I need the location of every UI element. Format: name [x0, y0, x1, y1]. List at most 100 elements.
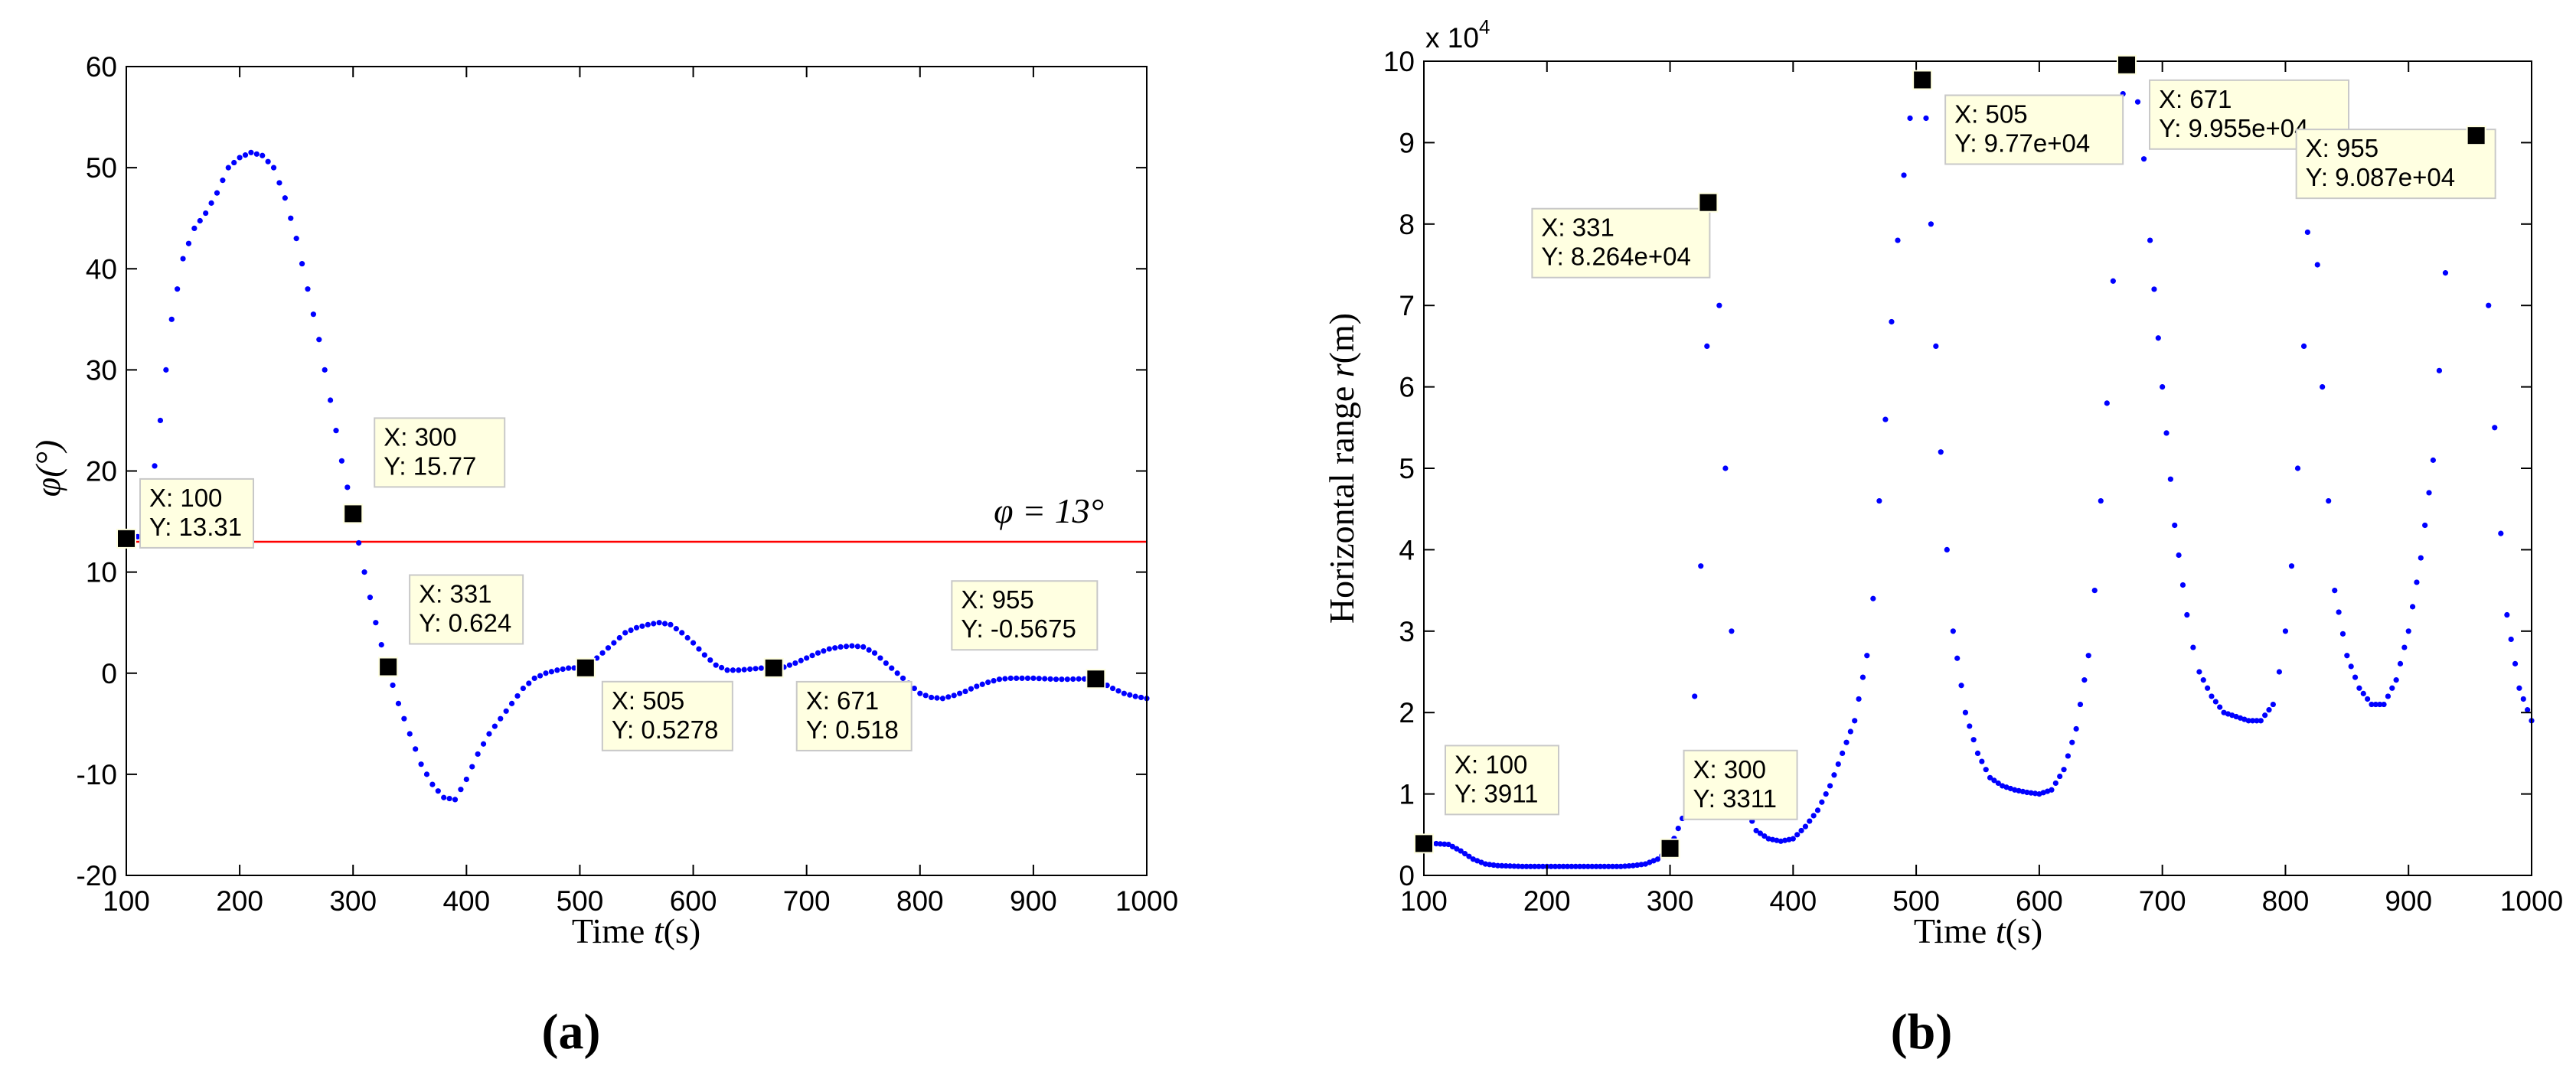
- data-point: [2104, 400, 2110, 406]
- data-point: [899, 675, 906, 681]
- data-point: [152, 463, 158, 469]
- data-point: [804, 655, 810, 661]
- data-point: [2098, 497, 2104, 504]
- data-point: [1577, 863, 1583, 869]
- data-point: [463, 776, 469, 783]
- data-point: [2356, 685, 2362, 691]
- data-point: [338, 458, 345, 464]
- x-tick-label: 300: [1647, 885, 1694, 917]
- data-point: [2348, 663, 2354, 670]
- datatip-text: X: 300: [384, 422, 456, 451]
- data-point: [1053, 676, 1059, 683]
- data-point: [917, 690, 923, 696]
- chart-b-panel-label: (b): [1891, 1004, 1953, 1060]
- data-point: [1132, 693, 1138, 699]
- x-tick-label: 200: [1523, 885, 1571, 917]
- data-point: [2028, 790, 2034, 796]
- data-point: [543, 670, 549, 676]
- data-point: [611, 640, 617, 646]
- data-point: [1511, 863, 1517, 869]
- data-point: [537, 673, 544, 679]
- data-point: [2492, 425, 2498, 431]
- data-point: [2300, 343, 2307, 349]
- data-point: [1757, 830, 1764, 836]
- data-point: [996, 676, 1003, 683]
- data-point: [237, 155, 243, 161]
- data-point: [2196, 669, 2202, 675]
- data-point: [1831, 772, 1837, 778]
- data-point: [1962, 709, 1969, 715]
- data-point: [599, 650, 606, 656]
- data-point: [2430, 457, 2436, 463]
- data-point: [854, 644, 860, 650]
- datatip-box: [1683, 749, 1798, 820]
- data-point: [633, 624, 640, 631]
- data-point: [1814, 807, 1821, 813]
- data-point: [1847, 728, 1853, 735]
- data-point: [1499, 862, 1505, 869]
- data-point: [985, 680, 991, 686]
- x-tick-label: 500: [557, 885, 604, 917]
- data-point: [1634, 862, 1641, 869]
- data-point: [2360, 690, 2366, 696]
- data-point: [2409, 604, 2416, 610]
- data-point: [1944, 546, 1950, 553]
- data-point: [1569, 863, 1575, 869]
- data-point: [1614, 863, 1620, 869]
- data-point: [2217, 704, 2223, 710]
- data-point: [1995, 780, 2001, 787]
- data-point: [344, 484, 351, 491]
- data-point: [656, 620, 662, 626]
- datatip-box: [951, 580, 1099, 651]
- data-point: [2134, 99, 2141, 105]
- data-point: [2405, 628, 2411, 634]
- data-point: [531, 675, 537, 681]
- data-point: [1572, 863, 1579, 869]
- data-point: [2414, 579, 2420, 585]
- chart-b-exponent: x 104: [1425, 15, 1490, 54]
- data-point: [1593, 863, 1599, 869]
- data-point: [2052, 780, 2059, 787]
- data-point: [2422, 522, 2428, 529]
- data-point: [957, 690, 963, 696]
- data-point: [418, 761, 424, 768]
- data-point: [1532, 863, 1538, 869]
- data-point: [2065, 753, 2072, 759]
- data-point: [2160, 384, 2166, 390]
- data-point: [1852, 718, 1858, 724]
- data-point: [809, 653, 815, 659]
- datatip-text: X: 671: [2159, 85, 2232, 113]
- data-point: [1827, 783, 1833, 789]
- datatip-box: [139, 477, 254, 549]
- y-tick-label: 8: [1399, 209, 1415, 240]
- datatip-marker: [378, 657, 399, 677]
- data-point: [328, 397, 334, 403]
- datatip-text: Y: 9.77e+04: [1954, 129, 2090, 157]
- data-point: [2091, 588, 2098, 594]
- datatip-text: X: 331: [419, 580, 491, 608]
- data-point: [1882, 416, 1889, 422]
- data-point: [1618, 863, 1624, 869]
- data-point: [1638, 862, 1644, 868]
- data-point: [231, 159, 237, 166]
- datatip-marker: [1660, 838, 1680, 859]
- data-point: [1704, 343, 1710, 349]
- datatip-text: Y: 13.31: [149, 513, 242, 541]
- data-point: [1761, 833, 1768, 839]
- data-point: [2077, 701, 2084, 708]
- data-point: [616, 634, 622, 641]
- data-point: [2276, 669, 2283, 675]
- data-point: [741, 666, 747, 673]
- data-point: [2200, 677, 2206, 683]
- datatip-box: [795, 680, 913, 751]
- y-tick-label: 40: [86, 253, 117, 285]
- data-point: [2525, 707, 2531, 713]
- data-point: [1138, 694, 1144, 701]
- x-tick-label: 900: [1010, 885, 1057, 917]
